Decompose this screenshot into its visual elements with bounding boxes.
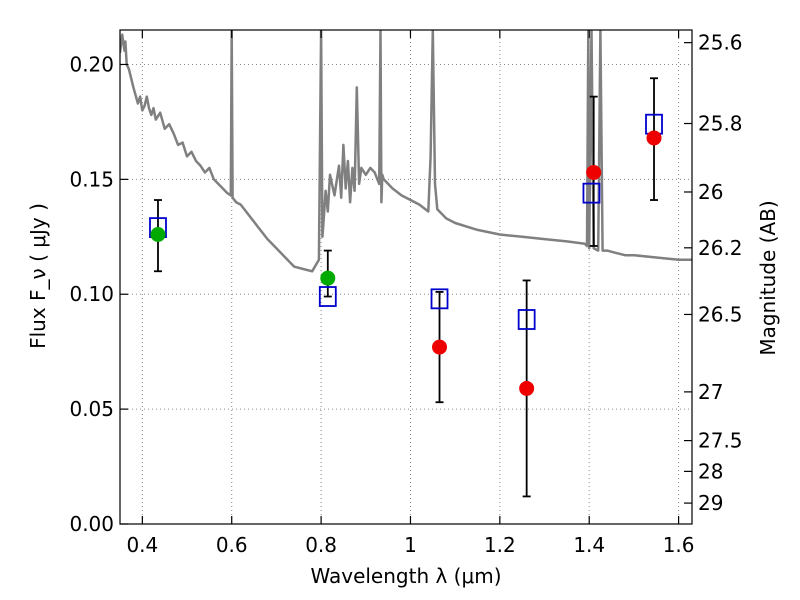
y2-tick-label: 25.6 bbox=[698, 31, 743, 55]
observed-point bbox=[320, 270, 336, 286]
observed-point bbox=[432, 339, 448, 355]
observed-point bbox=[646, 130, 662, 146]
y-axis-label: Flux F_ν ( μJy ) bbox=[26, 203, 50, 349]
model-photometry-point bbox=[517, 309, 536, 330]
x-tick-labels: 0.4 0.6 0.8 1 1.2 1.4 1.6 bbox=[126, 533, 694, 557]
grid-lines bbox=[120, 30, 692, 525]
model-photometry-point bbox=[582, 182, 601, 204]
model-spectrum-line bbox=[120, 30, 692, 273]
y2-tick-label: 26.2 bbox=[698, 236, 743, 260]
x-tick-label: 1.2 bbox=[484, 533, 516, 557]
model-photometry-point bbox=[430, 288, 449, 310]
y2-tick-label: 29 bbox=[698, 491, 723, 515]
y2-tick-label: 26.5 bbox=[698, 302, 743, 326]
y-tick-label: 0.10 bbox=[69, 282, 114, 306]
y2-tick-label: 27 bbox=[698, 380, 723, 404]
observed-photometry-markers bbox=[150, 130, 662, 396]
x-tick-label: 0.4 bbox=[126, 533, 158, 557]
y2-tick-label: 26 bbox=[698, 180, 723, 204]
model-photometry-point bbox=[318, 286, 337, 307]
y-tick-label: 0.15 bbox=[69, 167, 114, 191]
y2-tick-labels: 25.6 25.8 26 26.2 26.5 27 27.5 28 29 bbox=[698, 31, 743, 515]
y2-tick-label: 27.5 bbox=[698, 429, 743, 453]
y2-tick-label: 28 bbox=[698, 459, 723, 483]
axis-ticks bbox=[120, 30, 692, 525]
y2-tick-label: 25.8 bbox=[698, 112, 743, 136]
y-tick-labels: 0.00 0.05 0.10 0.15 0.20 bbox=[69, 52, 114, 536]
observed-point bbox=[150, 226, 166, 242]
observed-point bbox=[519, 380, 535, 396]
plot-frame bbox=[119, 29, 693, 525]
x-tick-label: 1.4 bbox=[573, 533, 605, 557]
y2-axis-label: Magnitude (AB) bbox=[756, 200, 780, 355]
x-axis-label: Wavelength λ (μm) bbox=[310, 564, 501, 588]
model-photometry-markers bbox=[149, 113, 663, 330]
x-tick-label: 1 bbox=[404, 533, 417, 557]
x-tick-label: 0.8 bbox=[305, 533, 337, 557]
observed-point bbox=[586, 164, 602, 180]
y-tick-label: 0.20 bbox=[69, 52, 114, 76]
x-tick-label: 0.6 bbox=[216, 533, 248, 557]
model-spectrum bbox=[120, 30, 692, 273]
x-tick-label: 1.6 bbox=[663, 533, 695, 557]
y-tick-label: 0.00 bbox=[69, 512, 114, 536]
y-tick-label: 0.05 bbox=[69, 397, 114, 421]
error-bars bbox=[153, 77, 659, 498]
